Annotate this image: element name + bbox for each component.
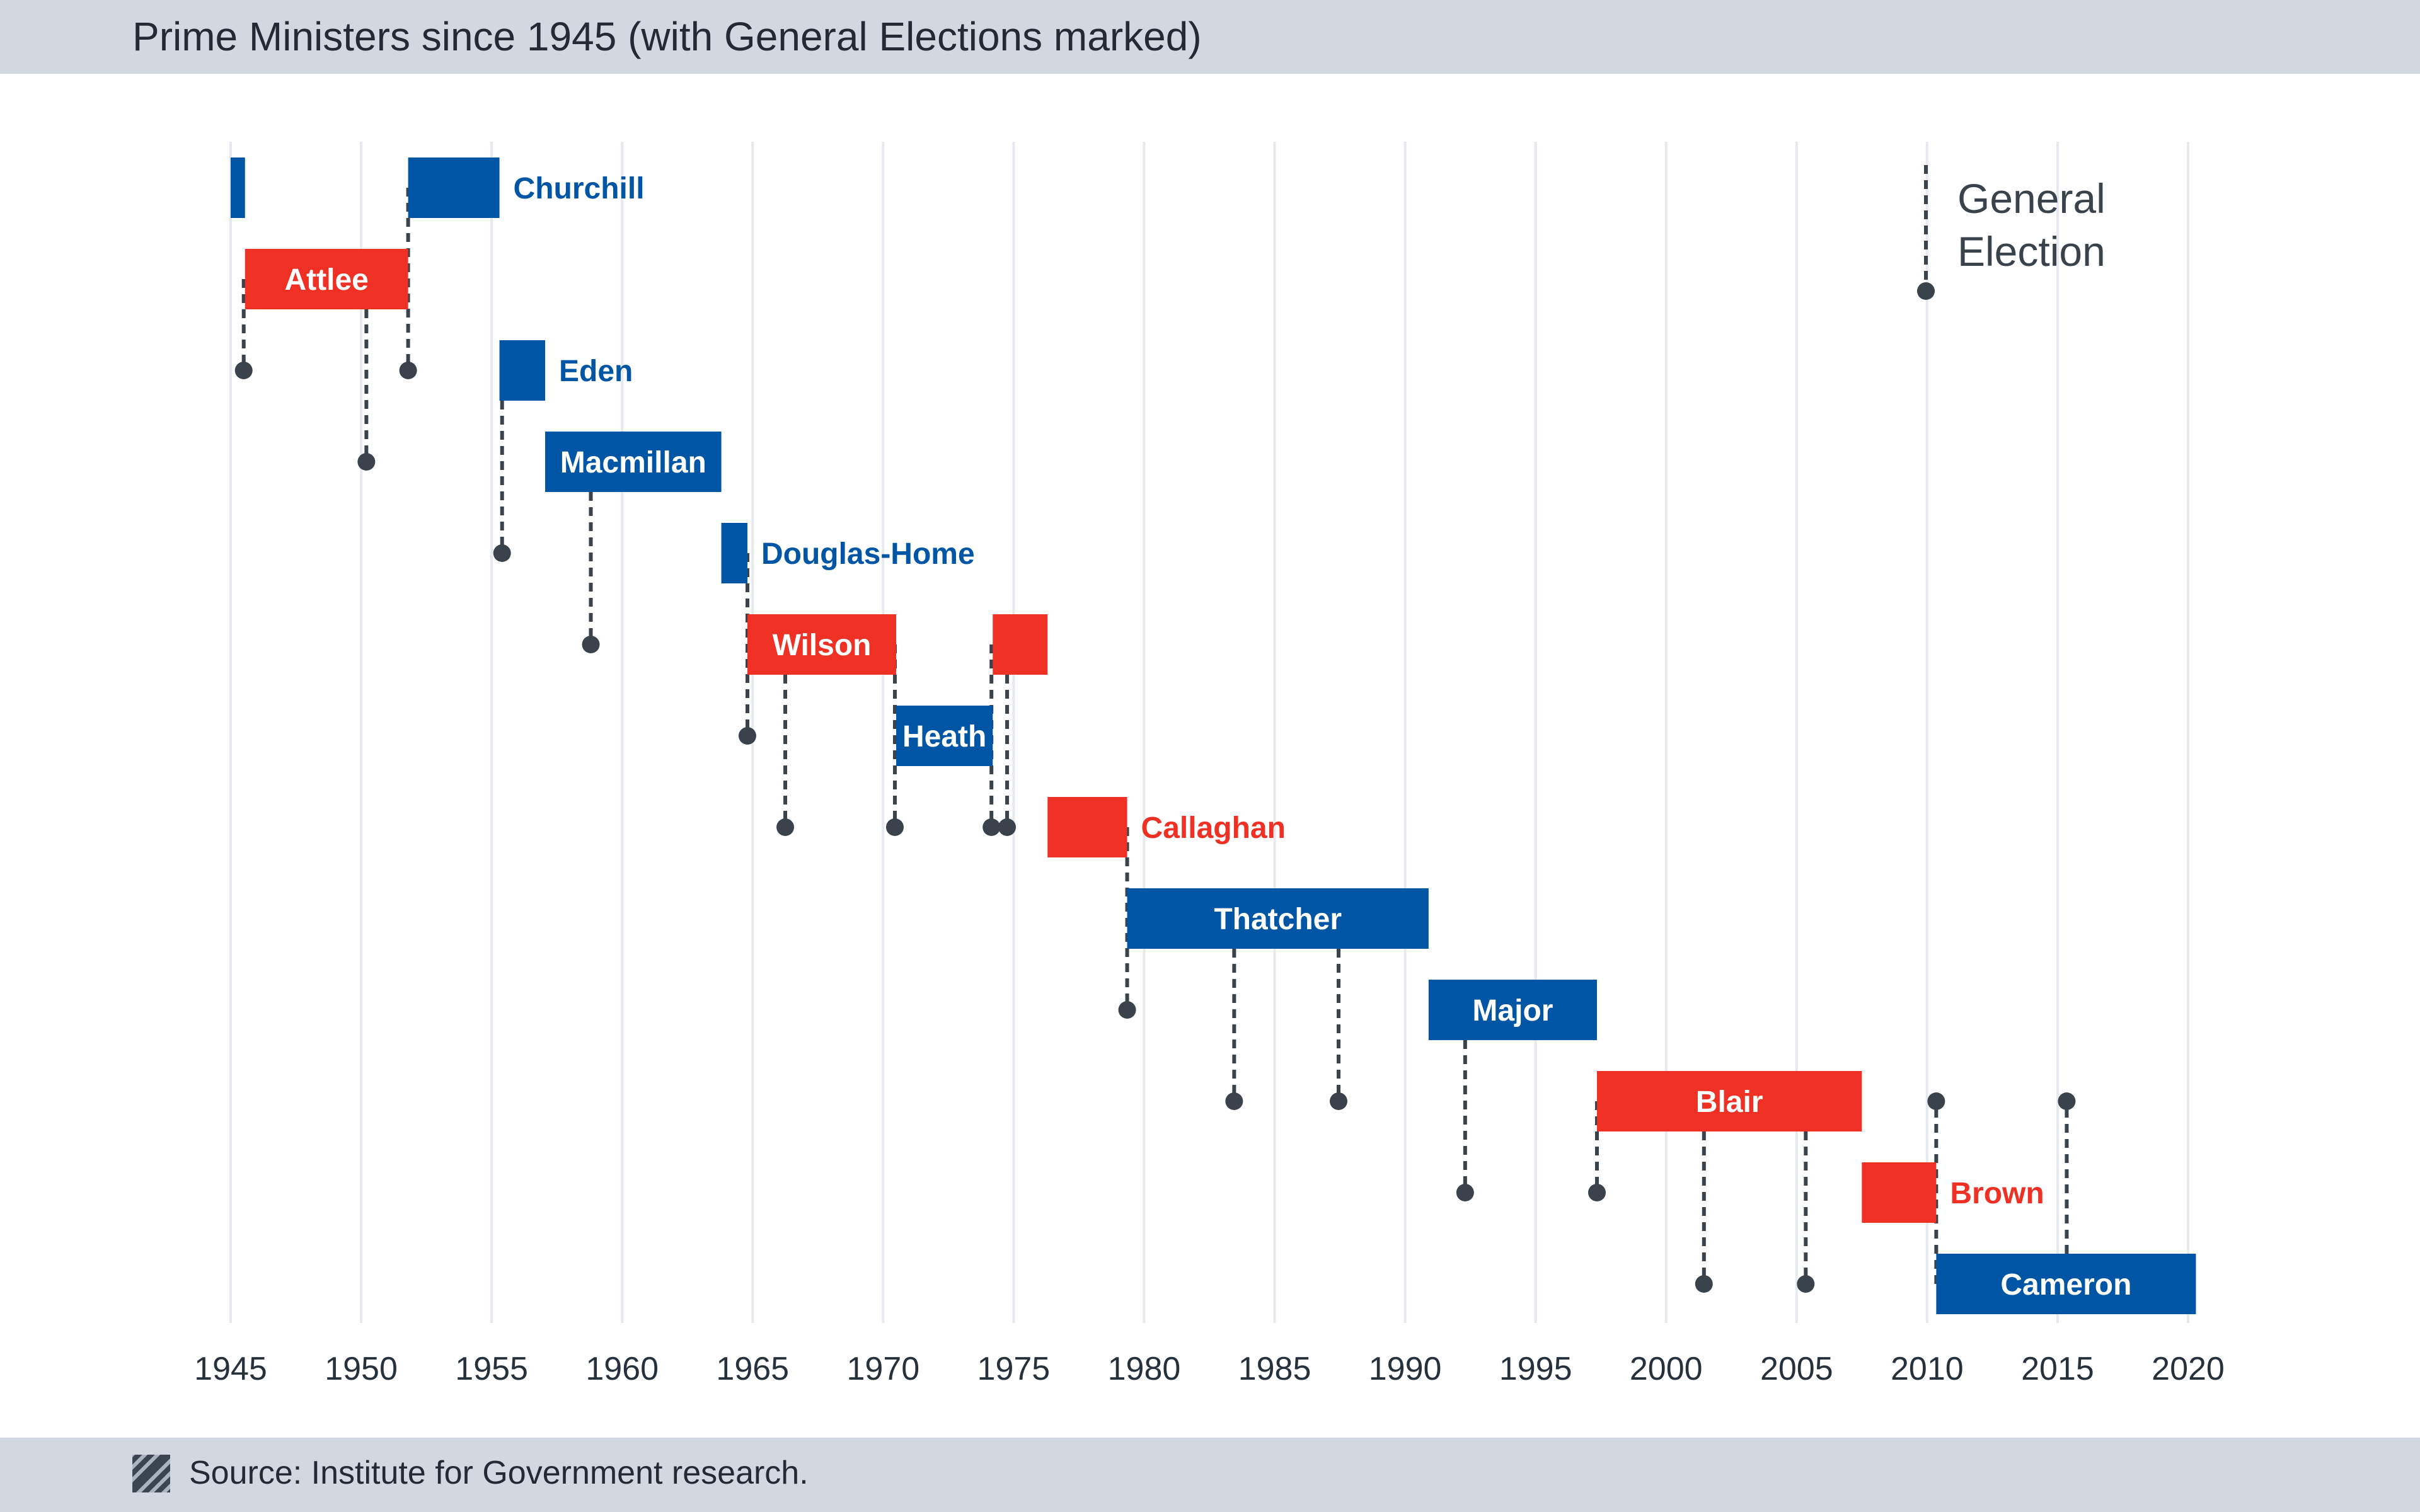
x-tick-label-1990: 1990 <box>1369 1351 1442 1387</box>
election-marker-1 <box>357 453 376 471</box>
pm-label-churchill: Churchill <box>514 172 645 205</box>
election-marker-14 <box>1587 1184 1606 1201</box>
term-bar-cameron <box>1936 1254 2196 1314</box>
x-tick-label-2020: 2020 <box>2152 1351 2225 1387</box>
pm-label-cameron: Cameron <box>2000 1268 2131 1302</box>
election-marker-10 <box>1118 1001 1136 1019</box>
hatched-source-icon <box>132 1455 170 1492</box>
term-bar-callaghan <box>1047 797 1127 857</box>
footer-bar <box>0 1438 2420 1512</box>
term-bar-macmillan <box>545 432 722 492</box>
term-bar-term-0 <box>231 158 245 218</box>
election-marker-16 <box>1797 1275 1815 1293</box>
term-bar-attlee <box>245 249 408 309</box>
election-marker-13 <box>1456 1184 1474 1201</box>
x-tick-label-1975: 1975 <box>977 1351 1051 1387</box>
x-tick-label-1945: 1945 <box>194 1351 267 1387</box>
pm-label-major: Major <box>1472 994 1553 1028</box>
election-marker-7 <box>885 818 904 836</box>
x-tick-label-2010: 2010 <box>1891 1351 1964 1387</box>
pm-label-macmillan: Macmillan <box>560 446 706 479</box>
x-tick-label-1955: 1955 <box>455 1351 528 1387</box>
pm-label-callaghan: Callaghan <box>1141 811 1286 845</box>
legend-label-line1: General <box>1957 175 2106 222</box>
election-marker-17 <box>1927 1092 1945 1110</box>
term-bar-douglas-home <box>721 523 747 583</box>
election-marker-2 <box>399 362 417 379</box>
election-marker-4 <box>582 636 600 653</box>
header-bar: Prime Ministers since 1945 (with General… <box>0 0 2420 74</box>
term-bar-churchill <box>408 158 500 218</box>
election-marker-6 <box>776 818 795 836</box>
x-tick-label-2000: 2000 <box>1630 1351 1703 1387</box>
term-bar-heath <box>896 706 993 766</box>
term-bar-thatcher <box>1127 888 1429 949</box>
election-marker-11 <box>1225 1092 1243 1110</box>
x-tick-label-2015: 2015 <box>2021 1351 2094 1387</box>
election-marker-8 <box>982 818 1001 836</box>
election-marker-3 <box>493 544 511 562</box>
pm-label-brown: Brown <box>1950 1177 2044 1210</box>
x-tick-label-1950: 1950 <box>325 1351 398 1387</box>
legend-label-line2: Election <box>1957 228 2106 275</box>
legend-election-marker <box>1917 282 1935 300</box>
x-tick-label-1980: 1980 <box>1108 1351 1181 1387</box>
pm-label-eden: Eden <box>559 355 633 388</box>
term-bar-eden <box>499 340 546 401</box>
x-tick-label-1970: 1970 <box>846 1351 919 1387</box>
pm-label-heath: Heath <box>902 720 986 753</box>
election-marker-12 <box>1329 1092 1347 1110</box>
x-tick-label-1985: 1985 <box>1238 1351 1311 1387</box>
term-bar-major <box>1428 980 1597 1040</box>
term-bar-wilson <box>747 614 897 675</box>
x-tick-label-2005: 2005 <box>1760 1351 1833 1387</box>
x-tick-label-1960: 1960 <box>585 1351 659 1387</box>
election-marker-9 <box>998 818 1017 836</box>
election-marker-5 <box>738 727 756 745</box>
term-bar-blair <box>1596 1071 1862 1131</box>
x-tick-label-1995: 1995 <box>1499 1351 1572 1387</box>
term-bar-brown <box>1862 1162 1937 1223</box>
pm-label-blair: Blair <box>1696 1085 1763 1119</box>
election-marker-18 <box>2058 1092 2076 1110</box>
pm-label-attlee: Attlee <box>285 263 369 297</box>
election-marker-0 <box>234 362 253 379</box>
x-tick-label-1965: 1965 <box>716 1351 789 1387</box>
pm-label-douglas-home: Douglas-Home <box>761 537 975 571</box>
pm-label-wilson: Wilson <box>773 629 872 662</box>
pm-label-thatcher: Thatcher <box>1214 903 1342 936</box>
source-note: Source: Institute for Government researc… <box>189 1455 809 1491</box>
term-bar-term-7 <box>993 614 1048 675</box>
page-title: Prime Ministers since 1945 (with General… <box>132 14 1202 59</box>
election-marker-15 <box>1695 1275 1713 1293</box>
